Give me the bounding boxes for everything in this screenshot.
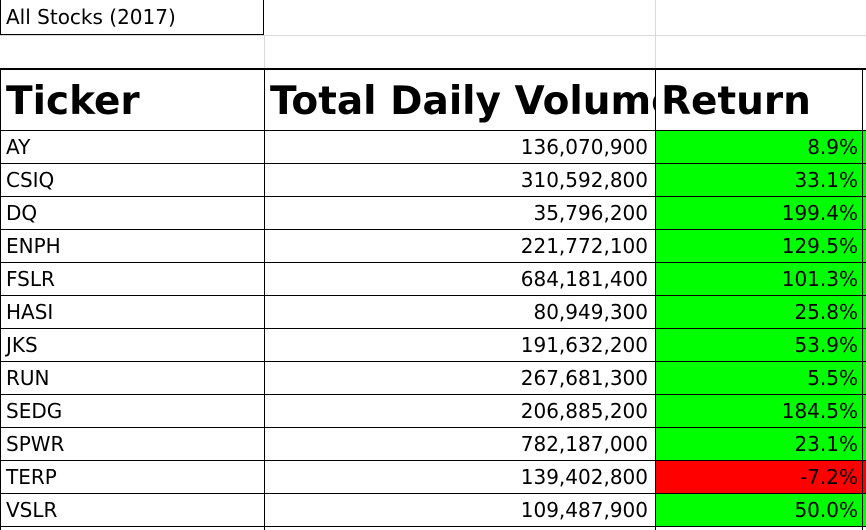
ticker-cell[interactable]: HASI xyxy=(6,300,54,324)
ticker-cell[interactable]: JKS xyxy=(6,333,38,357)
volume-cell[interactable]: 221,772,100 xyxy=(520,234,648,258)
gridline xyxy=(655,0,656,69)
sheet-title-cell[interactable]: All Stocks (2017) xyxy=(6,5,176,29)
ticker-cell[interactable]: ENPH xyxy=(6,234,61,258)
gridline xyxy=(655,69,656,530)
gridline xyxy=(0,35,866,36)
return-cell-positive[interactable]: 129.5% xyxy=(655,230,866,263)
empty-cell[interactable] xyxy=(655,0,866,35)
header-ticker[interactable]: Ticker xyxy=(6,79,140,124)
return-cell-positive[interactable]: 8.9% xyxy=(655,131,866,164)
empty-cell[interactable] xyxy=(655,35,866,69)
ticker-cell[interactable]: CSIQ xyxy=(6,168,55,192)
ticker-cell[interactable]: VSLR xyxy=(6,498,58,522)
ticker-cell[interactable]: SPWR xyxy=(6,432,65,456)
volume-cell[interactable]: 109,487,900 xyxy=(520,498,648,522)
gridline xyxy=(0,460,866,461)
empty-cell[interactable] xyxy=(0,35,264,69)
ticker-cell[interactable]: DQ xyxy=(6,201,38,225)
return-cell-positive[interactable]: 199.4% xyxy=(655,197,866,230)
volume-cell[interactable]: 139,402,800 xyxy=(520,465,648,489)
header-return[interactable]: Return xyxy=(661,79,811,124)
return-cell-positive[interactable]: 23.1% xyxy=(655,428,866,461)
ticker-cell[interactable]: FSLR xyxy=(6,267,55,291)
gridline xyxy=(264,35,265,69)
gridline xyxy=(0,196,866,197)
gridline xyxy=(0,493,866,494)
volume-cell[interactable]: 80,949,300 xyxy=(533,300,648,324)
gridline xyxy=(0,163,866,164)
volume-cell[interactable]: 191,632,200 xyxy=(520,333,648,357)
return-cell-positive[interactable]: 101.3% xyxy=(655,263,866,296)
return-cell-positive[interactable]: 25.8% xyxy=(655,296,866,329)
ticker-cell[interactable]: SEDG xyxy=(6,399,63,423)
volume-cell[interactable]: 310,592,800 xyxy=(520,168,648,192)
gridline xyxy=(0,130,866,131)
title-cell-border xyxy=(0,0,264,35)
gridline xyxy=(0,526,866,527)
volume-cell[interactable]: 684,181,400 xyxy=(520,267,648,291)
gridline xyxy=(0,328,866,329)
gridline xyxy=(264,69,265,530)
volume-cell[interactable]: 136,070,900 xyxy=(520,135,648,159)
return-cell-positive[interactable]: 50.0% xyxy=(655,494,866,527)
empty-cell[interactable] xyxy=(264,0,655,35)
gridline xyxy=(0,69,1,530)
ticker-cell[interactable]: TERP xyxy=(6,465,57,489)
volume-cell[interactable]: 782,187,000 xyxy=(520,432,648,456)
volume-cell[interactable]: 267,681,300 xyxy=(520,366,648,390)
return-cell-negative[interactable]: -7.2% xyxy=(655,461,866,494)
gridline xyxy=(0,427,866,428)
gridline xyxy=(862,69,863,530)
gridline xyxy=(0,394,866,395)
volume-cell[interactable]: 206,885,200 xyxy=(520,399,648,423)
empty-cell[interactable] xyxy=(264,35,655,69)
gridline xyxy=(0,361,866,362)
return-cell-positive[interactable]: 53.9% xyxy=(655,329,866,362)
gridline xyxy=(0,229,866,230)
return-cell-positive[interactable]: 5.5% xyxy=(655,362,866,395)
gridline xyxy=(0,262,866,263)
ticker-cell[interactable]: AY xyxy=(6,135,31,159)
header-top-border xyxy=(0,68,866,70)
ticker-cell[interactable]: RUN xyxy=(6,366,50,390)
header-total-daily-volume[interactable]: Total Daily Volume xyxy=(270,79,655,124)
return-cell-positive[interactable]: 184.5% xyxy=(655,395,866,428)
gridline xyxy=(0,295,866,296)
return-cell-positive[interactable]: 33.1% xyxy=(655,164,866,197)
volume-cell[interactable]: 35,796,200 xyxy=(533,201,648,225)
